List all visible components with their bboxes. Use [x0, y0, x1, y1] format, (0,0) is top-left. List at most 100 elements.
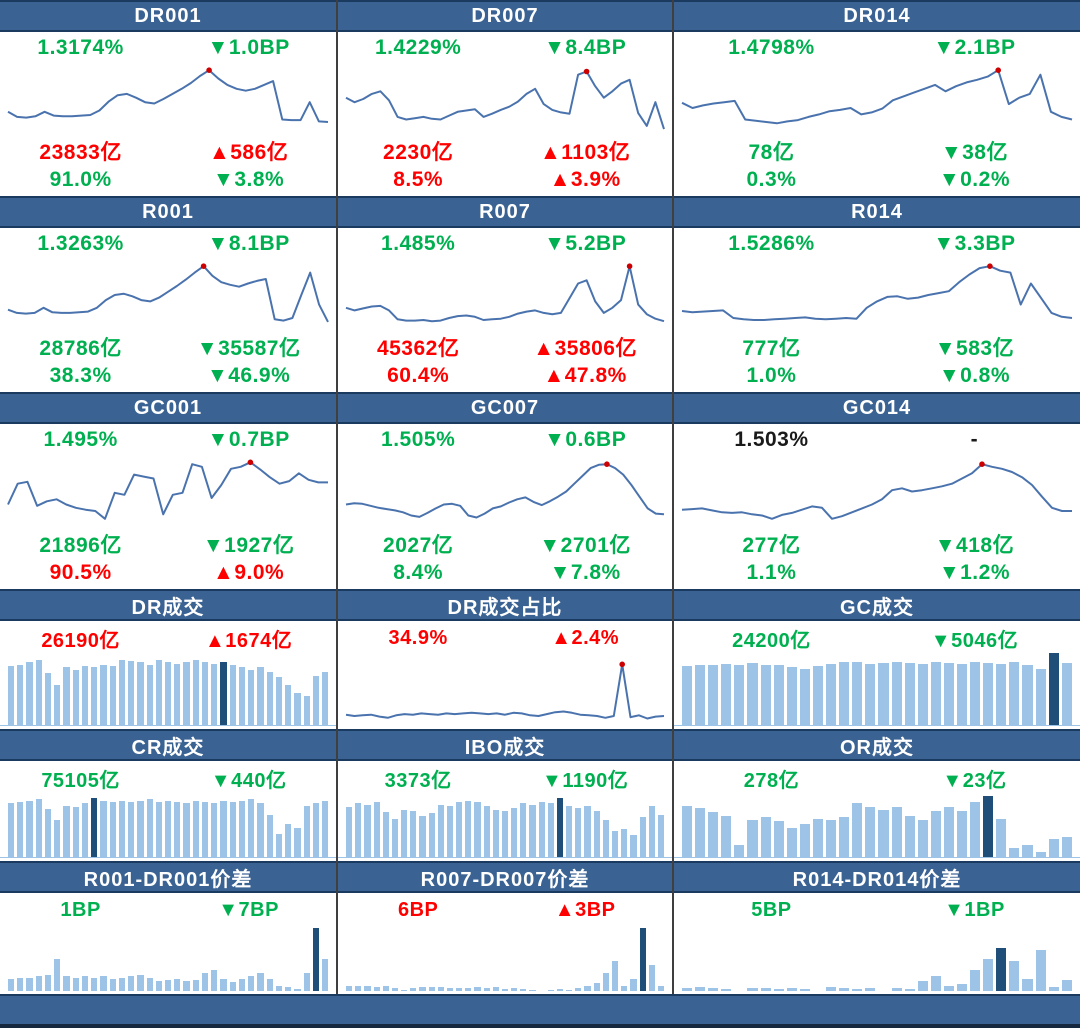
bar [734, 845, 745, 857]
panel-or-volume-header: OR成交 [674, 729, 1080, 761]
bar [44, 673, 52, 725]
bar [174, 979, 181, 991]
rate-value: 1.3263% [37, 232, 124, 255]
bar [529, 804, 536, 857]
bar [35, 660, 42, 725]
bar [904, 989, 915, 991]
bar [630, 835, 637, 857]
bar [355, 803, 362, 857]
bar [708, 665, 719, 725]
bar [721, 663, 732, 725]
bar [917, 819, 928, 857]
rate-value: 1.503% [734, 428, 809, 451]
share-value: 1.1% [746, 560, 797, 584]
bar [639, 817, 646, 857]
bar [266, 979, 273, 991]
volume-row: 23833亿 ▲586亿 [0, 136, 336, 166]
bar [238, 979, 246, 991]
rate-row: 1.3174% ▼1.0BP [0, 32, 336, 62]
panel-dr007-body: 1.4229% ▼8.4BP 2230亿 ▲1103亿 8.5% ▲3.9% [338, 32, 672, 196]
bar-highlight [556, 798, 564, 857]
bar [682, 665, 693, 725]
rate-change: ▼1.0BP [207, 36, 290, 59]
bar [501, 989, 509, 991]
bar [137, 800, 144, 857]
share-row: 8.4% ▼7.8% [338, 559, 672, 586]
bar [1022, 845, 1033, 857]
share-change: ▲9.0% [213, 560, 285, 584]
bar [799, 668, 810, 725]
share-value: 0.3% [746, 167, 797, 191]
volume-change: ▼2701亿 [539, 534, 631, 557]
bar [734, 664, 745, 725]
bar [593, 810, 600, 857]
bar [465, 987, 472, 991]
bar [826, 663, 837, 725]
panel-dr007: DR007 1.4229% ▼8.4BP 2230亿 ▲1103亿 8.5% ▲… [336, 0, 672, 196]
bar [511, 808, 518, 857]
bar [575, 988, 582, 991]
bar [1022, 979, 1033, 991]
panel-dr014-header: DR014 [674, 0, 1080, 32]
bar [183, 662, 190, 725]
bar [8, 979, 15, 991]
share-change: ▼7.8% [549, 560, 621, 584]
bar-highlight [312, 928, 319, 991]
r014-line-chart [674, 258, 1080, 332]
panel-ibo-volume-header: IBO成交 [338, 729, 672, 761]
bar [183, 803, 190, 857]
bar [930, 976, 941, 991]
bar [303, 972, 310, 991]
bar [1048, 839, 1059, 857]
share-row: 34.9% ▲2.4% [338, 621, 672, 653]
bar [164, 662, 172, 725]
bar [839, 661, 850, 725]
panel-ibo-volume: IBO成交 3373亿 ▼1190亿 [336, 729, 672, 861]
panel-title: DR014 [843, 4, 911, 27]
bar [201, 662, 209, 725]
share-row: 1.1% ▼1.2% [674, 559, 1080, 586]
bar [201, 972, 209, 991]
bar [128, 976, 135, 991]
rate-value: 1.4229% [374, 36, 462, 59]
volume-value: 277亿 [742, 534, 801, 557]
bar [26, 800, 33, 857]
bar [275, 833, 283, 857]
panel-gc007: GC007 1.505% ▼0.6BP 2027亿 ▼2701亿 8.4% ▼7… [336, 392, 672, 589]
bar [1061, 836, 1072, 857]
rate-change: ▼0.7BP [207, 428, 290, 451]
panel-title: R007 [479, 200, 531, 223]
bar [44, 974, 52, 991]
bar [285, 684, 292, 725]
r014-dr014-spread-bar-chart [674, 925, 1080, 991]
bar [904, 816, 915, 857]
share-value: 38.3% [49, 363, 112, 387]
rate-row: 1.495% ▼0.7BP [0, 424, 336, 454]
volume-value: 23833亿 [39, 141, 122, 164]
bar [382, 812, 389, 857]
bar [8, 665, 15, 725]
bar [109, 665, 116, 725]
bar [1061, 663, 1072, 725]
rate-value: 1.485% [381, 232, 456, 255]
bar [81, 665, 89, 725]
bar [183, 981, 190, 991]
volume-row: 3373亿 ▼1190亿 [338, 761, 672, 793]
bar [983, 663, 994, 725]
bar [211, 969, 218, 991]
bar [257, 972, 264, 991]
bar [118, 660, 126, 725]
share-change: ▼3.8% [213, 167, 285, 191]
bar [695, 808, 706, 857]
volume-value: 75105亿 [41, 769, 120, 792]
bar [917, 663, 928, 725]
bar [621, 986, 628, 991]
bar [419, 816, 426, 857]
bar [996, 818, 1007, 857]
bar [865, 807, 876, 857]
bar [211, 663, 218, 725]
bar [695, 664, 706, 725]
bar [943, 663, 954, 725]
bar [865, 988, 876, 991]
bar [799, 823, 810, 857]
